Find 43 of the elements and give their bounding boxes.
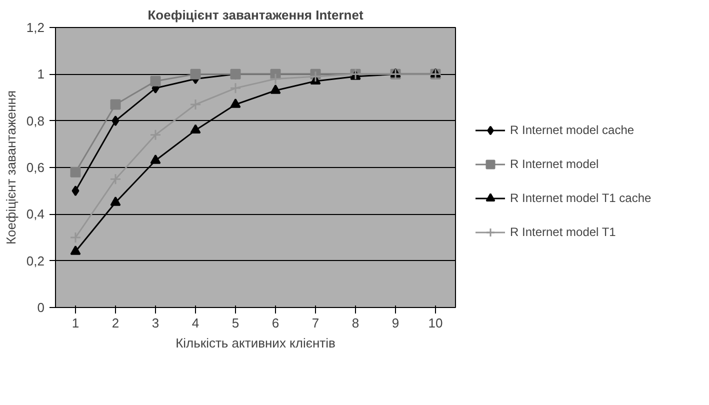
- legend-label: R Internet model: [510, 156, 599, 170]
- chart-title: Коефіцієнт завантаження Internet: [148, 8, 364, 22]
- x-tick-label: 7: [312, 316, 320, 330]
- point: [72, 186, 80, 196]
- x-tick-label: 3: [152, 316, 160, 330]
- point: [150, 129, 162, 141]
- point: [310, 70, 322, 82]
- point: [270, 73, 282, 85]
- y-tick-label: 0: [37, 300, 45, 315]
- point: [190, 68, 201, 80]
- point: [70, 232, 82, 244]
- x-tick-label: 9: [392, 316, 400, 330]
- point: [150, 154, 161, 164]
- y-tick-label: 0,4: [26, 206, 45, 222]
- y-tick-label: 1,2: [26, 20, 45, 35]
- y-tick-label: 1: [37, 66, 45, 82]
- point: [112, 116, 120, 126]
- x-tick-label: 10: [428, 316, 443, 330]
- y-tick-label: 0,2: [26, 253, 45, 268]
- point: [190, 124, 201, 134]
- point: [230, 98, 241, 108]
- y-tick-label: 0,6: [26, 160, 45, 175]
- x-tick-label: 5: [232, 316, 240, 330]
- x-axis-title: Кількість активних клієнтів: [176, 336, 336, 350]
- x-tick-label: 6: [272, 316, 280, 330]
- point: [70, 166, 81, 178]
- legend-label: R Internet model cache: [510, 122, 634, 136]
- point: [110, 196, 121, 206]
- point: [190, 98, 202, 110]
- point: [150, 76, 161, 86]
- point: [110, 99, 121, 110]
- x-tick-label: 8: [352, 316, 360, 330]
- y-axis-title: Коефіцієнт завантаження: [3, 90, 18, 245]
- point: [110, 173, 122, 185]
- legend-label: R Internet model T1: [510, 224, 616, 238]
- legend-label: R Internet model T1 cache: [510, 190, 652, 204]
- x-tick-label: 2: [112, 316, 120, 330]
- point: [270, 84, 281, 94]
- y-tick-label: 0,8: [26, 113, 45, 128]
- x-tick-label: 1: [72, 316, 80, 330]
- x-tick-label: 4: [192, 316, 200, 330]
- point: [230, 82, 242, 94]
- point: [70, 246, 81, 255]
